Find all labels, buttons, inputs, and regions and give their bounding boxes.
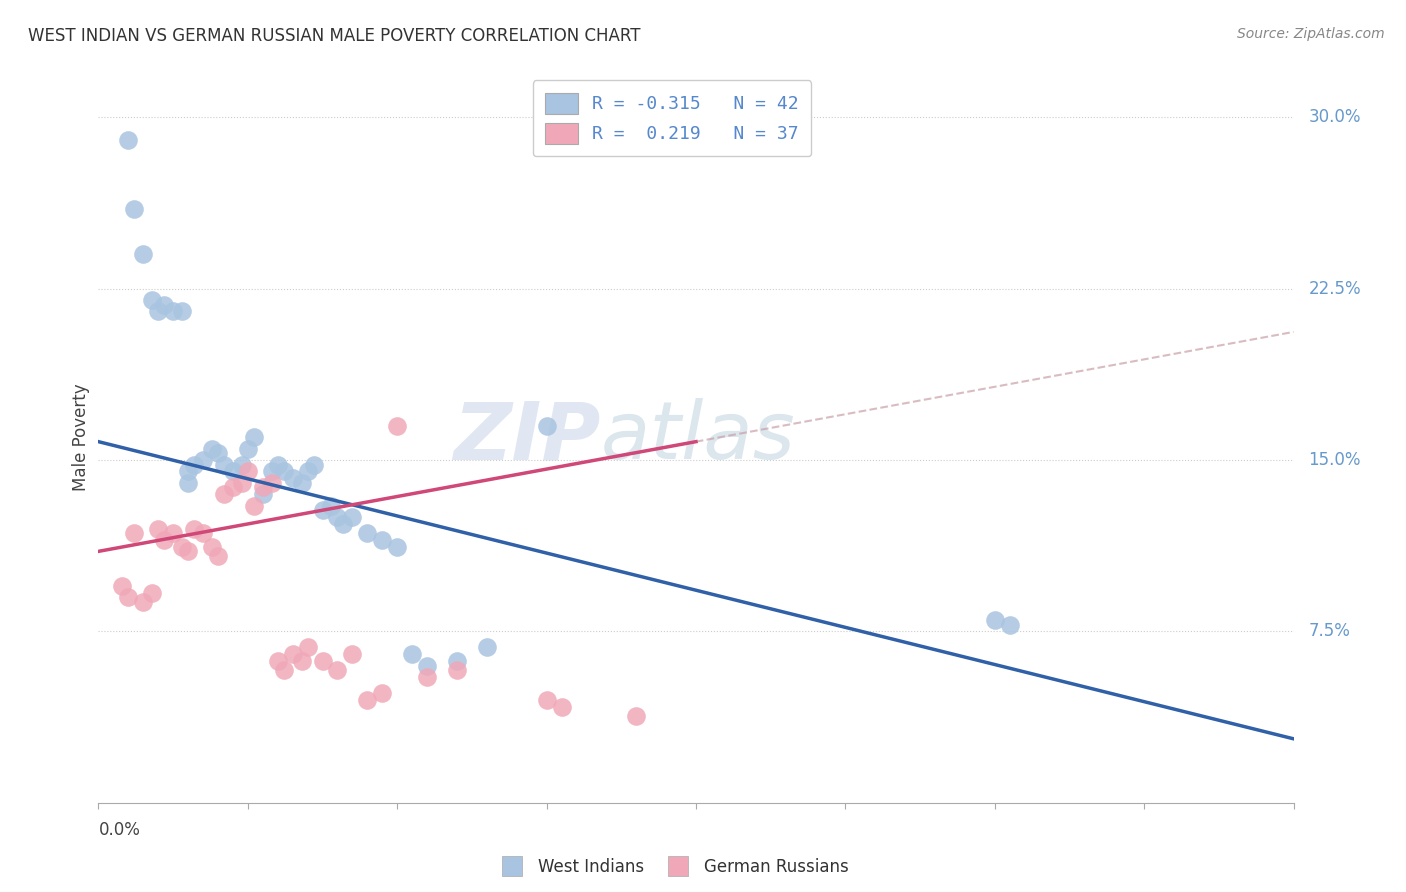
Point [212,458,235,472]
Point [311,503,333,517]
Point [273,663,295,677]
Point [252,480,274,494]
Text: 30.0%: 30.0% [1309,108,1361,126]
Point [141,585,163,599]
Point [231,475,253,490]
Point [132,247,155,261]
Point [207,549,229,563]
Point [321,499,343,513]
Point [332,516,354,531]
Point [416,658,439,673]
Point [311,654,333,668]
Point [385,540,409,554]
Point [356,526,378,541]
Point [141,293,163,307]
Point [983,613,1005,627]
Point [446,654,468,668]
Point [326,663,349,677]
Point [536,418,558,433]
Point [401,647,423,661]
Point [252,487,274,501]
Point [385,418,409,433]
Point [177,475,200,490]
Point [124,526,146,541]
Text: Source: ZipAtlas.com: Source: ZipAtlas.com [1237,27,1385,41]
Point [273,464,295,478]
Point [356,693,378,707]
Legend: West Indians, German Russians: West Indians, German Russians [488,851,856,882]
Point [231,458,253,472]
Point [302,458,325,472]
Point [281,647,304,661]
Point [117,133,139,147]
Point [446,663,468,677]
Point [162,304,184,318]
Point [297,464,319,478]
Point [475,640,498,655]
Point [177,544,200,558]
Point [183,458,205,472]
Point [148,304,170,318]
Point [550,699,572,714]
Point [342,510,364,524]
Point [297,640,319,655]
Point [201,540,224,554]
Point [536,693,558,707]
Point [191,526,214,541]
Point [212,487,235,501]
Point [267,458,290,472]
Text: 0.0%: 0.0% [98,821,141,839]
Point [177,464,200,478]
Point [132,594,155,608]
Point [117,590,139,604]
Point [222,480,245,494]
Point [290,654,312,668]
Point [281,471,304,485]
Point [260,464,283,478]
Point [290,475,312,490]
Point [236,464,259,478]
Y-axis label: Male Poverty: Male Poverty [72,384,90,491]
Point [371,686,394,700]
Text: 22.5%: 22.5% [1309,279,1361,298]
Point [201,442,224,456]
Point [342,647,364,661]
Point [172,540,194,554]
Point [153,533,176,547]
Point [172,304,194,318]
Point [124,202,146,216]
Point [624,709,647,723]
Point [148,521,170,535]
Point [183,521,205,535]
Point [162,526,184,541]
Point [371,533,394,547]
Text: 7.5%: 7.5% [1309,623,1350,640]
Point [267,654,290,668]
Text: WEST INDIAN VS GERMAN RUSSIAN MALE POVERTY CORRELATION CHART: WEST INDIAN VS GERMAN RUSSIAN MALE POVER… [28,27,641,45]
Point [416,670,439,684]
Text: ZIP: ZIP [453,398,600,476]
Point [207,446,229,460]
Point [998,617,1021,632]
Point [236,442,259,456]
Point [153,297,176,311]
Point [243,499,266,513]
Point [111,579,134,593]
Point [191,453,214,467]
Point [222,464,245,478]
Text: 15.0%: 15.0% [1309,451,1361,469]
Point [326,510,349,524]
Point [243,430,266,444]
Point [260,475,283,490]
Text: atlas: atlas [600,398,796,476]
